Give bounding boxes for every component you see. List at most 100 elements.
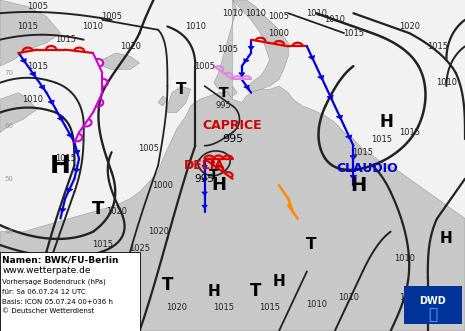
Polygon shape [20, 59, 26, 63]
Polygon shape [60, 208, 66, 213]
Polygon shape [350, 156, 357, 160]
Text: 1005: 1005 [27, 2, 48, 11]
Text: © Deutscher Wetterdienst: © Deutscher Wetterdienst [2, 308, 94, 314]
Polygon shape [345, 135, 352, 139]
Text: H: H [50, 154, 71, 177]
Text: 1015: 1015 [426, 42, 448, 51]
Text: 30: 30 [5, 282, 13, 288]
Text: T: T [219, 86, 228, 100]
Text: T: T [92, 200, 104, 217]
Text: 1010: 1010 [306, 9, 327, 18]
Text: 1020: 1020 [120, 260, 141, 269]
Text: T: T [162, 276, 173, 294]
Polygon shape [66, 133, 73, 138]
Text: ➿: ➿ [428, 307, 437, 322]
Polygon shape [167, 86, 191, 113]
Text: 1005: 1005 [194, 62, 215, 71]
Text: 1025: 1025 [54, 280, 76, 289]
Text: 1020: 1020 [399, 22, 420, 31]
Text: www.wetterpate.de: www.wetterpate.de [2, 266, 91, 275]
Text: 40: 40 [5, 229, 13, 235]
Text: 1000: 1000 [268, 28, 290, 38]
Polygon shape [223, 83, 237, 96]
Text: 1010: 1010 [222, 9, 243, 18]
Polygon shape [0, 86, 465, 331]
Polygon shape [318, 75, 324, 80]
Polygon shape [336, 115, 343, 119]
Text: H: H [350, 176, 366, 195]
Text: DWD: DWD [419, 296, 446, 306]
Text: 1015: 1015 [399, 128, 420, 137]
Polygon shape [327, 95, 333, 100]
Text: 1005: 1005 [217, 45, 239, 54]
Polygon shape [248, 46, 254, 50]
Text: 1015: 1015 [343, 28, 364, 38]
Text: H: H [440, 231, 453, 246]
Text: 1015: 1015 [54, 154, 76, 164]
Text: DELIA: DELIA [184, 159, 225, 172]
Text: 1020: 1020 [106, 207, 127, 216]
Polygon shape [244, 85, 249, 89]
Text: 70: 70 [5, 70, 13, 76]
Text: 1015: 1015 [17, 22, 39, 31]
Text: CAPRICE: CAPRICE [203, 119, 262, 132]
Polygon shape [66, 188, 73, 192]
Polygon shape [158, 96, 167, 106]
Text: 1010: 1010 [338, 293, 359, 303]
Polygon shape [308, 56, 315, 60]
Polygon shape [202, 205, 207, 209]
Text: 1015: 1015 [371, 134, 392, 144]
Text: 1020: 1020 [166, 303, 187, 312]
Polygon shape [57, 117, 64, 121]
Text: 1015: 1015 [259, 303, 280, 312]
Text: 1015: 1015 [352, 148, 373, 157]
Text: 1010: 1010 [22, 95, 43, 104]
Polygon shape [102, 53, 140, 70]
Polygon shape [202, 166, 207, 169]
Polygon shape [244, 59, 249, 63]
Text: 1005: 1005 [399, 293, 420, 303]
Text: 1010: 1010 [324, 15, 345, 24]
Text: 60: 60 [5, 123, 13, 129]
Text: 1010: 1010 [245, 9, 266, 18]
Text: 1000: 1000 [152, 181, 173, 190]
Polygon shape [73, 150, 80, 155]
Polygon shape [39, 85, 45, 90]
Text: 1010: 1010 [185, 22, 206, 31]
Polygon shape [30, 72, 35, 76]
Text: H: H [272, 274, 286, 289]
Text: T: T [209, 168, 219, 182]
Text: 1020: 1020 [147, 227, 169, 236]
FancyBboxPatch shape [404, 286, 462, 324]
Polygon shape [0, 93, 37, 132]
Polygon shape [214, 0, 237, 99]
Text: 995: 995 [195, 174, 214, 184]
Text: T: T [176, 82, 186, 97]
Text: 1015: 1015 [54, 35, 76, 44]
Polygon shape [202, 192, 207, 195]
Text: H: H [211, 176, 226, 194]
Polygon shape [239, 73, 245, 76]
Polygon shape [0, 0, 60, 66]
Text: 1010: 1010 [394, 254, 415, 263]
Text: Basis: ICON 05.07.24 00+036 h: Basis: ICON 05.07.24 00+036 h [2, 299, 113, 305]
Text: 1010: 1010 [82, 22, 104, 31]
Text: CLAUDIO: CLAUDIO [337, 162, 398, 175]
Polygon shape [350, 175, 357, 179]
Text: 995: 995 [222, 134, 243, 144]
Text: T: T [306, 237, 317, 253]
Text: 1020: 1020 [120, 42, 141, 51]
Text: 1010: 1010 [436, 78, 457, 87]
Text: Namen: BWK/FU-Berlin: Namen: BWK/FU-Berlin [2, 255, 119, 264]
Text: H: H [207, 284, 220, 299]
Text: 50: 50 [5, 176, 13, 182]
Text: 1010: 1010 [306, 300, 327, 309]
Polygon shape [73, 168, 80, 173]
Text: 1015: 1015 [213, 303, 234, 312]
Text: 1005: 1005 [268, 12, 290, 21]
Polygon shape [48, 100, 54, 105]
Text: 995: 995 [215, 101, 231, 111]
Text: 1025: 1025 [45, 300, 66, 309]
Text: H: H [379, 114, 393, 131]
FancyBboxPatch shape [0, 252, 140, 331]
